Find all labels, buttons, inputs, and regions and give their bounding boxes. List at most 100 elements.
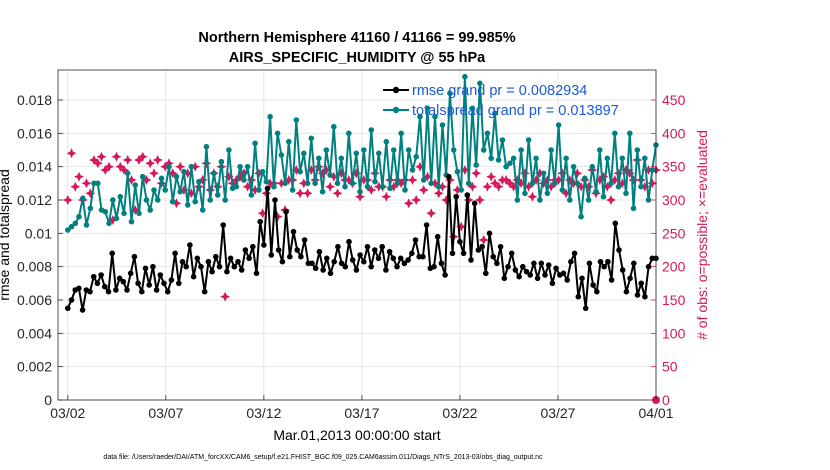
spread-point: [282, 180, 288, 187]
obs-count-point: [609, 175, 620, 185]
rmse-point: [216, 263, 223, 270]
rmse-point: [460, 250, 467, 257]
obs-count-point: [122, 155, 133, 165]
rmse-point: [220, 222, 226, 228]
rmse-point: [242, 247, 249, 253]
rmse-point: [553, 265, 559, 272]
spread-point: [308, 135, 315, 142]
spread-point: [132, 182, 138, 188]
rmse-point: [120, 278, 127, 285]
rmse-point: [68, 297, 75, 303]
rmse-point: [579, 275, 585, 282]
rmse-point: [190, 273, 197, 280]
spread-point: [173, 173, 180, 180]
y-left-tick-label: 0.004: [17, 325, 52, 341]
spread-point: [237, 163, 243, 170]
obs-count-point: [328, 171, 339, 182]
rmse-point: [79, 307, 86, 313]
rmse-point: [324, 255, 330, 262]
obs-count-point: [430, 178, 440, 189]
obs-count-point: [141, 175, 152, 185]
rmse-point: [238, 267, 245, 273]
rmse-point: [261, 242, 267, 248]
rmse-point: [494, 260, 500, 267]
rmse-point: [582, 305, 589, 312]
rmse-point: [372, 247, 378, 253]
obs-count-point: [546, 181, 557, 192]
spread-point: [181, 168, 187, 175]
y-right-tick-label: 50: [662, 359, 678, 375]
rmse-point: [283, 208, 289, 215]
obs-count-point: [178, 185, 189, 195]
rmse-point: [586, 260, 593, 267]
rmse-point: [227, 255, 234, 262]
rmse-point: [508, 250, 515, 257]
spread-point: [199, 207, 206, 213]
rmse-point: [139, 288, 145, 295]
spread-point: [465, 180, 472, 187]
rmse-point: [542, 272, 548, 278]
obs-count-point: [235, 171, 246, 182]
rmse-point: [257, 218, 264, 225]
obs-count-point: [104, 161, 114, 172]
rmse-point: [301, 237, 308, 243]
spread-point: [297, 168, 303, 175]
spread-point: [226, 147, 232, 153]
spread-point: [364, 183, 371, 190]
spread-point: [480, 147, 487, 153]
rmse-point: [379, 243, 386, 250]
obs-count-point: [175, 161, 186, 172]
rmse-point: [264, 185, 271, 192]
rmse-point: [642, 293, 648, 300]
obs-count-point: [100, 165, 111, 175]
rmse-point: [623, 288, 630, 295]
spread-point: [214, 192, 221, 198]
rmse-point: [516, 273, 522, 280]
obs-count-point: [433, 188, 444, 199]
spread-point: [192, 198, 198, 205]
spread-point: [110, 197, 116, 203]
spread-point: [432, 113, 438, 120]
obs-count-point: [295, 188, 306, 199]
y-left-tick-label: 0.008: [17, 259, 52, 275]
rmse-point: [575, 293, 582, 300]
spread-point: [645, 197, 652, 203]
spread-point: [582, 175, 588, 182]
obs-count-point: [220, 291, 231, 302]
rmse-point: [457, 238, 463, 245]
obs-count-point: [508, 181, 519, 192]
obs-count-point: [403, 198, 414, 209]
spread-point: [196, 178, 202, 185]
spread-point: [488, 155, 495, 162]
spread-point: [218, 158, 225, 165]
rmse-point: [294, 247, 301, 253]
spread-point: [188, 163, 195, 170]
spread-point: [158, 175, 165, 182]
legend-rmse-text: rmse grand pr = 0.0082934: [412, 83, 587, 99]
spread-point: [278, 152, 285, 158]
spread-point: [327, 172, 333, 178]
rmse-point: [420, 253, 426, 260]
spread-point: [323, 147, 330, 153]
obs-count-point: [482, 181, 493, 192]
obs-count-point: [134, 155, 144, 165]
rmse-point: [423, 222, 430, 228]
y-left-tick-label: 0: [44, 392, 52, 408]
spread-point: [263, 178, 270, 185]
rmse-point: [571, 250, 578, 257]
y-right-tick-label: 200: [662, 259, 686, 275]
spread-point: [439, 122, 446, 128]
spread-point: [499, 137, 506, 143]
rmse-point: [209, 268, 215, 275]
spread-point: [522, 190, 528, 197]
spread-point: [184, 202, 191, 208]
obs-count-point: [246, 175, 257, 185]
spread-point: [537, 197, 543, 203]
rmse-point: [464, 192, 471, 198]
obs-count-point: [306, 165, 317, 175]
obs-count-point: [523, 181, 534, 192]
rmse-point: [531, 260, 537, 267]
rmse-point: [161, 280, 167, 287]
spread-point: [585, 197, 592, 203]
rmse-point: [545, 262, 552, 268]
